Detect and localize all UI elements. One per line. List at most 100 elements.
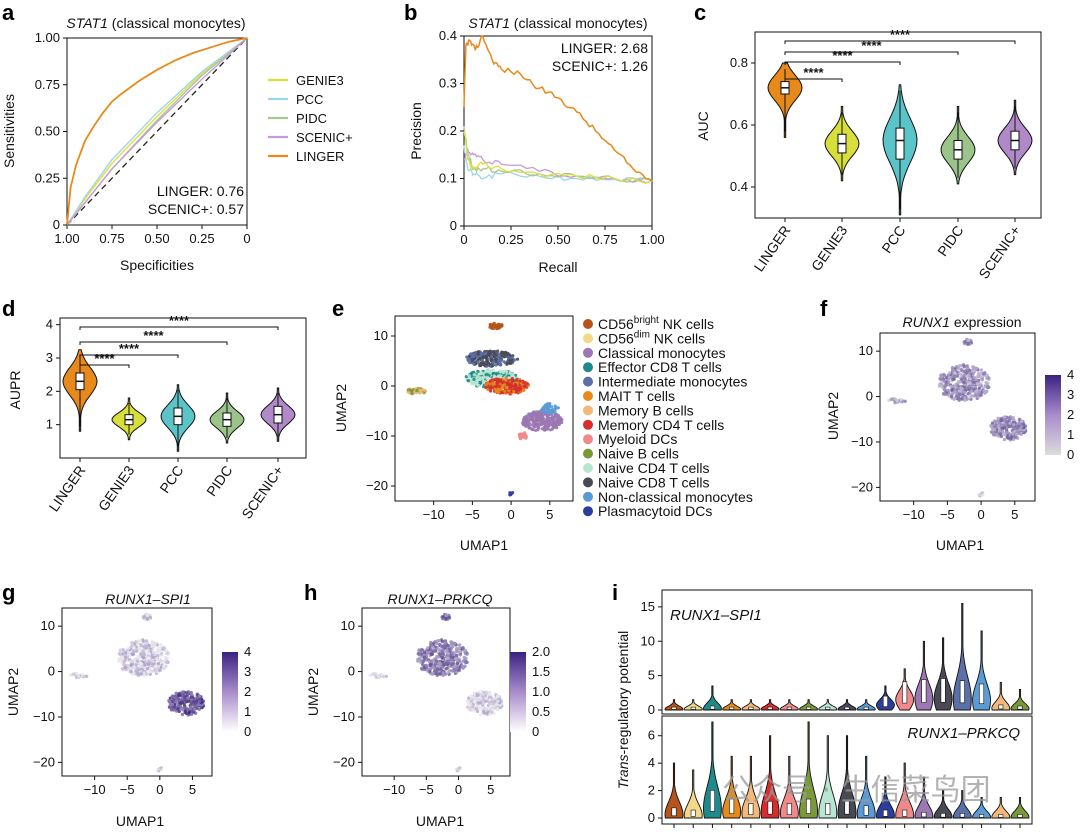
umap-e-point — [486, 381, 490, 385]
umap-e-point — [466, 379, 470, 383]
umap-g-point — [177, 693, 181, 698]
violin-bottom-violin — [722, 755, 742, 819]
umap-f-point — [974, 389, 979, 393]
umap-e-point — [473, 381, 477, 385]
umap-f-point — [957, 396, 961, 400]
violin-bottom-violin — [779, 755, 799, 819]
umap-e-point — [517, 387, 521, 391]
roc-title: STAT1 (classical monocytes) — [66, 15, 245, 31]
umap-h-point — [418, 660, 423, 664]
umap-g-point — [138, 639, 143, 643]
pr-ytick-label: 0 — [450, 218, 457, 233]
pr-xlabel: Recall — [539, 259, 578, 275]
umap-e-xtick-label: 5 — [546, 507, 553, 522]
umap-e-point — [485, 362, 489, 366]
umap-f-point — [1019, 419, 1024, 423]
roc-ytick-label: 0.25 — [35, 170, 60, 185]
umap-h-colorbar-label: 1.0 — [532, 684, 550, 699]
umap-g-point — [134, 662, 138, 666]
umap-f-point — [975, 381, 980, 386]
roc-ytick-label: 0.50 — [35, 124, 60, 139]
umap-g-point — [117, 658, 122, 662]
violin-top-violin — [1010, 688, 1030, 711]
umap-h-point — [466, 700, 470, 704]
celltype-legend-label: Memory B cells — [598, 402, 694, 418]
umap-f-point — [966, 342, 970, 346]
umap-h-point — [460, 664, 465, 668]
umap-f-point — [952, 397, 956, 401]
violin-top-box — [709, 705, 715, 710]
umap-e-xlabel: UMAP1 — [460, 537, 508, 553]
umap-e-point — [538, 416, 542, 420]
umap-f-point — [1014, 432, 1019, 437]
pr-annotation-linger: LINGER: 2.68 — [561, 40, 648, 56]
umap-h-colorbar-label: 1.5 — [532, 664, 550, 679]
umap-f-point — [1006, 436, 1011, 440]
umap-h-point — [445, 649, 449, 653]
umap-g-point — [125, 663, 130, 668]
umap-f-point — [950, 394, 954, 399]
umap-h-point — [483, 706, 487, 711]
celltype-legend-swatch — [583, 319, 593, 329]
pr-line-genie3 — [463, 130, 653, 184]
panel-label-d: d — [2, 296, 15, 321]
roc-diagonal — [66, 37, 248, 226]
umap-h-colorbar-label: 2.0 — [532, 644, 550, 659]
umap-e-point — [500, 380, 504, 384]
pr-xtick-label: 1.00 — [639, 232, 664, 247]
umap-f-point — [947, 371, 952, 375]
umap-h-point — [463, 648, 468, 652]
umap-f-point — [962, 390, 967, 394]
umap-e-point — [507, 356, 511, 360]
umap-h-colorbar: 0 0.5 1.0 1.5 2.0 — [510, 644, 550, 739]
umap-g-point — [121, 667, 125, 671]
umap-g-point — [155, 656, 159, 661]
umap-h-point — [454, 656, 458, 661]
umap-h-point — [433, 662, 437, 666]
umap-h-point — [371, 672, 375, 676]
umap-h-ytick-label: 0 — [348, 664, 355, 679]
umap-f-point — [956, 384, 960, 388]
umap-e-point — [481, 380, 485, 384]
celltype-legend-label-main: MAIT T cells — [598, 388, 675, 404]
umap-g-point — [71, 672, 75, 676]
aupr-category-label: LINGER — [45, 463, 88, 515]
violin-top-ytick-label: 5 — [648, 668, 655, 683]
umap-e-point — [507, 376, 511, 380]
umap-e-point — [490, 325, 494, 329]
violin-top-violin — [991, 682, 1011, 711]
umap-h-point — [429, 659, 433, 664]
umap-e-point — [476, 350, 481, 354]
umap-e-point — [485, 368, 490, 372]
violin-bottom-box — [767, 800, 773, 815]
umap-h-point — [477, 704, 481, 708]
aupr-category-label: PIDC — [203, 463, 235, 500]
umap-f-point — [959, 367, 963, 372]
umap-e-point — [470, 371, 474, 375]
celltype-legend-label: CD56bright NK cells — [598, 315, 714, 332]
umap-h-point — [444, 613, 449, 617]
umap-g-point — [161, 664, 166, 668]
violin-top-box — [902, 681, 908, 704]
umap-f-point — [893, 397, 897, 401]
violin-top-violin — [856, 699, 876, 711]
umap-e-point — [485, 359, 489, 364]
umap-h-point — [422, 655, 427, 659]
celltype-legend-label-main: Naive B cells — [598, 446, 679, 462]
umap-e-ytick-label: −20 — [366, 478, 388, 493]
umap-g-point — [157, 668, 162, 672]
umap-g-point — [181, 708, 185, 712]
umap-h-point — [437, 647, 441, 652]
umap-f-point — [955, 365, 959, 369]
umap-f-point — [954, 374, 958, 378]
roc-legend: GENIE3 PCC PIDC SCENIC+ LINGER — [268, 73, 353, 164]
umap-f-point — [944, 376, 949, 380]
umap-e-point — [492, 371, 496, 376]
umap-e-point — [504, 378, 508, 382]
violin-bottom-box — [709, 789, 715, 812]
umap-f-point — [1003, 415, 1007, 419]
umap-h-point — [431, 646, 435, 650]
umap-e-point — [418, 391, 422, 395]
umap-e-point — [541, 413, 546, 417]
trans-ylabel: Trans-regulatory potential — [615, 631, 631, 790]
